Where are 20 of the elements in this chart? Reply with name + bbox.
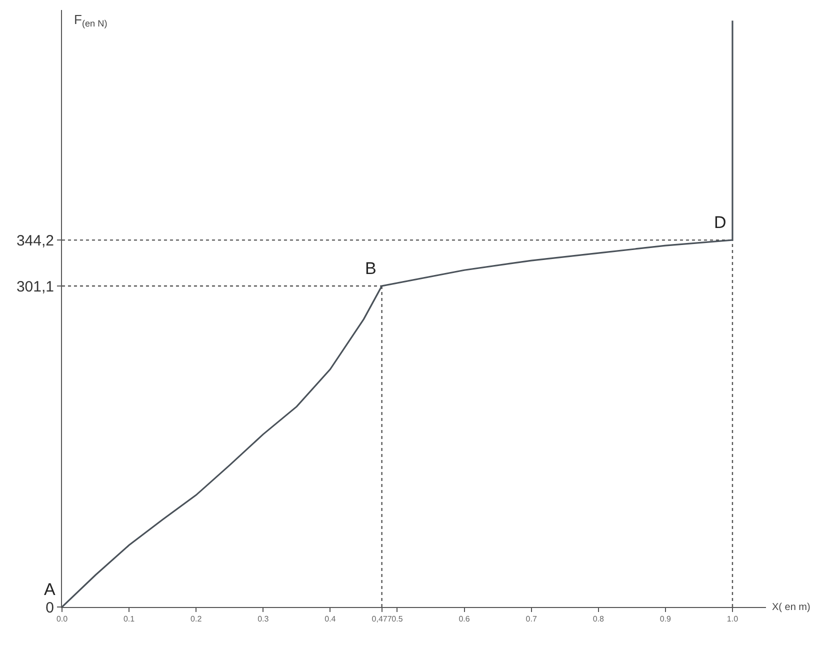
annotation: B: [365, 259, 376, 278]
annotation: D: [714, 213, 726, 232]
x-tick-label: 0.8: [592, 614, 604, 624]
x-tick-label: 0.0: [56, 614, 68, 624]
x-tick-label: 0.6: [458, 614, 470, 624]
y-tick-label: 344,2: [16, 232, 54, 250]
y-tick-label: 0: [46, 599, 54, 616]
x-tick-label: 0.4: [324, 614, 336, 624]
y-tick-label: 301,1: [16, 278, 54, 296]
x-tick-label: 0.7: [526, 614, 538, 624]
x-tick-label: 0.1: [123, 614, 136, 624]
annotation: A: [44, 580, 56, 599]
x-tick-label: 0.9: [660, 614, 672, 624]
x-axis-title: X( en m): [772, 602, 810, 613]
y-axis-title: F$_{(en N)}$: [74, 12, 108, 29]
x-tick-label: 0,477: [372, 614, 392, 624]
x-tick-label: 0.3: [258, 614, 270, 624]
x-tick-label: 0.5: [392, 614, 404, 624]
x-tick-label: 1.0: [726, 614, 739, 624]
x-tick-label: 0.2: [190, 614, 202, 624]
